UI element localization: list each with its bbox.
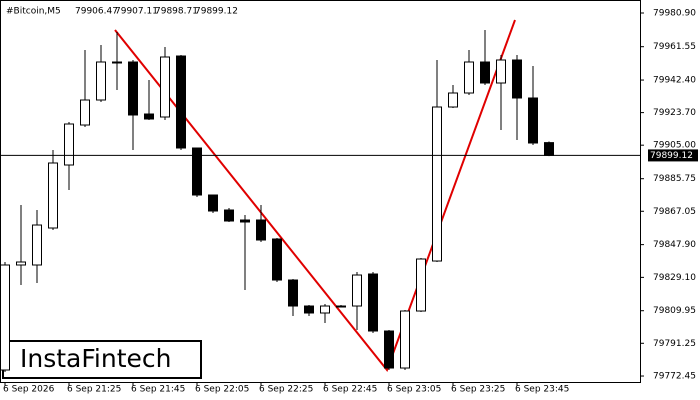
x-tick-label: 6 Sep 2026: [3, 385, 55, 395]
candle-body: [80, 99, 90, 126]
candle-body: [288, 279, 298, 307]
candle-body: [96, 61, 106, 101]
y-tick-label: 79980.90: [653, 8, 696, 18]
candle-body: [208, 194, 218, 212]
candle-body: [512, 59, 522, 99]
x-tick-label: 6 Sep 23:05: [387, 385, 441, 395]
candle-body: [480, 61, 490, 84]
plot-frame: [0, 0, 641, 383]
y-tick-label: 79923.70: [653, 108, 696, 118]
candle-body: [0, 264, 10, 371]
y-tick-label: 79772.45: [653, 372, 696, 382]
candle-body: [384, 330, 394, 369]
y-tick-label: 79829.10: [653, 273, 696, 283]
pattern-line: [114, 19, 516, 373]
y-tick-label: 79905.00: [653, 141, 696, 151]
x-tick-label: 6 Sep 21:25: [67, 385, 121, 395]
x-tick-label: 6 Sep 22:45: [323, 385, 377, 395]
ohlc-close: 79899.12: [195, 7, 238, 17]
header: #Bitcoin,M5 79906.47 79907.11 79898.71 7…: [6, 7, 238, 17]
x-tick-label: 6 Sep 22:05: [195, 385, 249, 395]
candle-body: [432, 106, 442, 262]
candle-body: [528, 97, 538, 144]
y-tick-label: 79885.75: [653, 174, 696, 184]
price-label: 79899.12: [650, 151, 693, 161]
price-label-box: [648, 149, 698, 162]
y-tick-label: 79942.40: [653, 76, 696, 86]
y-tick-label: 79867.05: [653, 207, 696, 217]
y-tick-label: 79809.95: [653, 306, 696, 316]
candle-body: [448, 92, 458, 108]
y-tick-label: 79961.55: [653, 42, 696, 52]
candle-body: [336, 305, 346, 308]
candle-body: [240, 219, 250, 223]
candle-body: [368, 273, 378, 332]
candle-body: [64, 123, 74, 166]
x-tick-label: 6 Sep 23:25: [451, 385, 505, 395]
candle-body: [192, 147, 202, 196]
candle-body: [176, 55, 186, 149]
logo: InstaFintech: [20, 344, 172, 373]
candle-body: [416, 258, 426, 312]
candle-body: [224, 209, 234, 222]
candle-body: [256, 219, 266, 241]
candle-body: [128, 61, 138, 116]
ohlc-high: 79907.11: [115, 7, 158, 17]
x-tick-label: 6 Sep 21:45: [131, 385, 185, 395]
ohlc-open: 79906.47: [75, 7, 118, 17]
candle-body: [16, 261, 26, 266]
candle-body: [160, 56, 170, 118]
x-tick-label: 6 Sep 22:25: [259, 385, 313, 395]
ohlc-low: 79898.71: [155, 7, 198, 17]
candle-body: [144, 113, 154, 120]
candle-body: [320, 305, 330, 314]
candle-body: [272, 238, 282, 281]
candle-body: [352, 274, 362, 307]
y-tick-label: 79847.90: [653, 240, 696, 250]
candle-body: [464, 61, 474, 94]
x-tick-label: 6 Sep 23:45: [515, 385, 569, 395]
candle-body: [48, 162, 58, 229]
candle-body: [32, 224, 42, 266]
candle-body: [544, 142, 554, 156]
candle-body: [400, 310, 410, 369]
y-tick-label: 79791.25: [653, 339, 696, 349]
chart-title: #Bitcoin,M5: [6, 7, 61, 17]
candle-body: [112, 61, 122, 64]
candle-body: [496, 59, 506, 84]
candle-body: [304, 305, 314, 314]
